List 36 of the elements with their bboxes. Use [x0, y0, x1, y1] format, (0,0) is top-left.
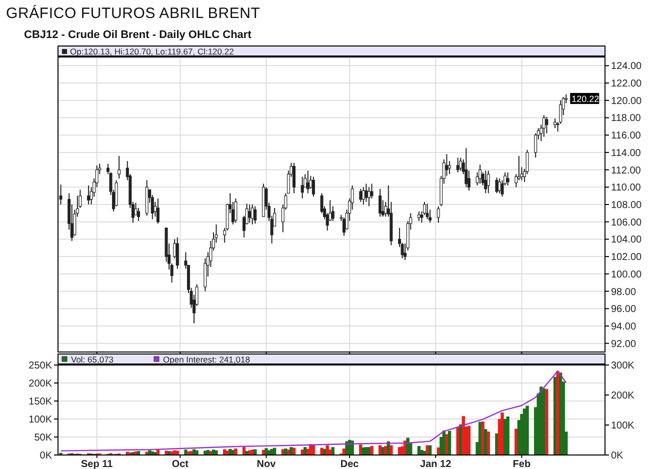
y-tick-label: 108.00: [611, 200, 642, 211]
legend-label: Vol: 65,073: [71, 354, 114, 364]
y-tick-label: 150K: [28, 396, 52, 408]
annotation: 120.22: [572, 94, 600, 104]
x-tick-label: Jan 12: [420, 459, 452, 469]
y-tick-label: 122.00: [611, 78, 642, 90]
chart-title: GRÁFICO FUTUROS ABRIL BRENT: [6, 4, 260, 22]
y-tick-label: 92.00: [611, 338, 636, 350]
y-tick-label: 104.00: [611, 234, 642, 246]
y-tick-label: 114.00: [611, 148, 642, 159]
y-tick-label: 120.00: [611, 96, 642, 107]
x-tick-label: Oct: [172, 459, 190, 469]
y-tick-label: 50K: [34, 432, 52, 444]
y-tick-label: 250K: [28, 360, 52, 372]
y2-tick-label: 300K: [611, 360, 635, 372]
y-tick-label: 100K: [28, 414, 52, 426]
y-tick-label: 112.00: [611, 165, 642, 176]
y-tick-label: 106.00: [611, 217, 642, 228]
x-tick-label: Dec: [340, 459, 360, 469]
y-tick-label: 110.00: [611, 182, 642, 194]
y-tick-label: 118.00: [611, 113, 642, 124]
x-tick-label: Feb: [512, 459, 531, 469]
y-tick-label: 96.00: [611, 304, 636, 316]
text: Op:120.13, Hi:120.70, Lo:119.67, Cl:120.22: [70, 46, 234, 56]
y-tick-label: 100.00: [611, 269, 642, 280]
y-tick-label: 0K: [40, 450, 52, 462]
y-tick-label: 102.00: [611, 252, 642, 264]
x-tick-label: Sep 11: [81, 459, 114, 469]
y-tick-label: 98.00: [611, 286, 636, 298]
y-tick-label: 124.00: [611, 61, 642, 72]
x-tick-label: Nov: [256, 459, 276, 469]
y-tick-label: 200K: [28, 378, 52, 390]
y-tick-label: 116.00: [611, 130, 642, 142]
y-tick-label: 94.00: [611, 321, 636, 332]
legend-label: Open Interest: 241,018: [163, 354, 250, 364]
chart-subtitle: CBJ12 - Crude Oil Brent - Daily OHLC Chart: [24, 29, 252, 41]
